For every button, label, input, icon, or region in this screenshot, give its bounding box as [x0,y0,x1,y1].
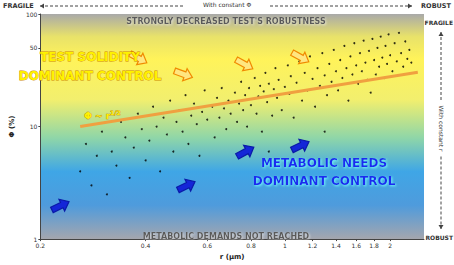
svg-text:0.2: 0.2 [36,242,46,249]
svg-text:1.4: 1.4 [331,242,341,249]
svg-text:r (µm): r (µm) [220,253,245,261]
svg-text:0.8: 0.8 [246,242,256,249]
svg-text:Φ (%): Φ (%) [8,116,16,138]
svg-text:With constant Φ: With constant Φ [203,1,252,8]
svg-text:100: 100 [26,11,38,18]
svg-text:FRAGILE: FRAGILE [425,19,453,26]
svg-text:2: 2 [388,242,392,249]
svg-text:1.2: 1.2 [308,242,318,249]
svg-text:DOMINANT CONTROL: DOMINANT CONTROL [253,174,396,188]
svg-text:1.6: 1.6 [351,242,361,249]
svg-text:1/2: 1/2 [110,109,121,116]
svg-text:FRAGILE: FRAGILE [3,2,34,10]
svg-text:1: 1 [283,242,287,249]
svg-text:METABOLIC NEEDS: METABOLIC NEEDS [261,156,387,170]
svg-text:TEST SOLIDITY: TEST SOLIDITY [40,50,140,64]
svg-text:10: 10 [30,123,38,130]
svg-text:DOMINANT CONTROL: DOMINANT CONTROL [19,69,162,83]
svg-text:50: 50 [30,44,38,51]
svg-text:ROBUST: ROBUST [425,234,453,241]
svg-text:1: 1 [33,235,38,243]
svg-text:0.4: 0.4 [141,242,151,249]
svg-text:STRONGLY DECREASED TEST'S ROBU: STRONGLY DECREASED TEST'S ROBUSTNESS [126,17,326,26]
svg-text:METABOLIC DEMANDS NOT REACHED: METABOLIC DEMANDS NOT REACHED [143,232,310,241]
svg-text:1.8: 1.8 [369,242,379,249]
svg-text:With constant r: With constant r [438,106,445,153]
svg-text:0.6: 0.6 [202,242,212,249]
svg-text:Φ ~ r: Φ ~ r [84,111,110,121]
svg-text:ROBUST: ROBUST [421,2,451,10]
